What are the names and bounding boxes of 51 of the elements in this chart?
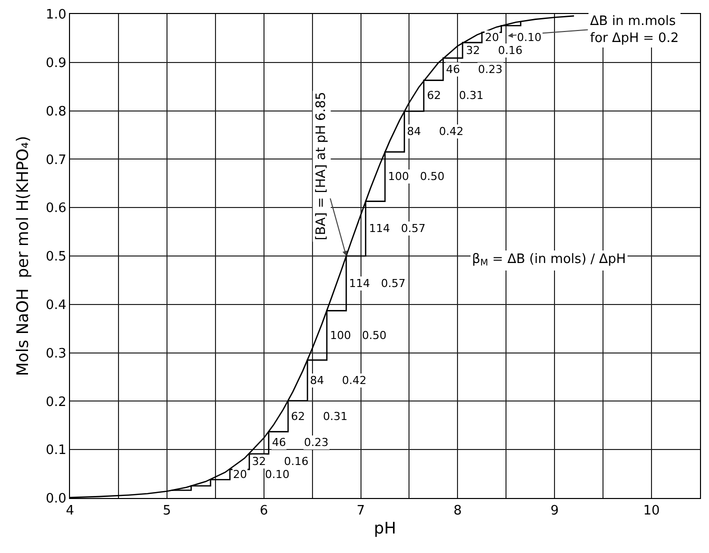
annotation: 0.42 xyxy=(342,374,366,387)
annotation: 100 xyxy=(330,329,351,342)
annotation: 0.50 xyxy=(362,329,386,342)
annotation: 46 xyxy=(272,436,286,449)
y-tick-label: 0.9 xyxy=(46,56,66,71)
annotation: 0.31 xyxy=(459,89,484,102)
y-tick-label: 1.0 xyxy=(46,8,66,23)
annotation: 62 xyxy=(291,410,305,423)
annotation: 100 xyxy=(388,170,409,183)
annotation: 0.31 xyxy=(323,410,348,423)
y-tick-label: 0.0 xyxy=(46,492,66,507)
y-tick-label: 0.4 xyxy=(46,298,66,313)
annotation: 0.57 xyxy=(381,277,406,290)
annotation: 0.10 xyxy=(265,468,290,481)
y-tick-label: 0.2 xyxy=(46,394,66,410)
y-tick-label: 0.3 xyxy=(46,346,66,362)
annotation: 0.50 xyxy=(420,170,444,183)
annotation: 62 xyxy=(427,89,441,102)
annotation: [BA] = [HA] at pH 6.85 xyxy=(314,92,330,240)
x-tick-label: 6 xyxy=(260,504,268,519)
annotation: ΔB in m.mols for ΔpH = 0.2 xyxy=(590,14,679,46)
annotation: 46 xyxy=(446,63,460,76)
x-tick-label: 8 xyxy=(454,504,462,519)
x-tick-label: 9 xyxy=(550,504,559,519)
x-tick-label: 4 xyxy=(66,504,74,519)
annotation: 0.57 xyxy=(401,222,426,235)
annotation: 84 xyxy=(310,374,324,387)
annotation: 32 xyxy=(466,44,480,57)
y-tick-label: 0.6 xyxy=(46,201,66,216)
annotation: β$_{M}$ = ΔB (in mols) / ΔpH xyxy=(472,252,626,269)
annotation: 0.42 xyxy=(439,125,464,138)
x-tick-label: 10 xyxy=(643,504,660,519)
annotation: 0.10 xyxy=(517,31,542,44)
annotation: 32 xyxy=(252,455,266,468)
y-tick-label: 0.1 xyxy=(46,443,66,458)
annotation: 20 xyxy=(485,31,499,44)
y-tick-label: 0.7 xyxy=(46,152,66,168)
annotation: 20 xyxy=(233,468,247,481)
annotation: 84 xyxy=(407,125,421,138)
annotation: 0.16 xyxy=(284,455,308,468)
annotation: 114 xyxy=(349,277,370,290)
x-tick-label: 7 xyxy=(356,504,365,519)
x-tick-label: 5 xyxy=(162,504,172,519)
annotation: 0.23 xyxy=(478,63,502,76)
annotation: 0.23 xyxy=(304,436,328,449)
annotation: 114 xyxy=(369,222,390,235)
annotation: 0.16 xyxy=(498,44,522,57)
x-axis-title: pH xyxy=(374,518,396,538)
y-tick-label: 0.8 xyxy=(46,104,66,120)
y-axis-title: Mols NaOH per mol H(KHPO₄) xyxy=(13,136,32,376)
y-tick-label: 0.5 xyxy=(46,250,66,265)
